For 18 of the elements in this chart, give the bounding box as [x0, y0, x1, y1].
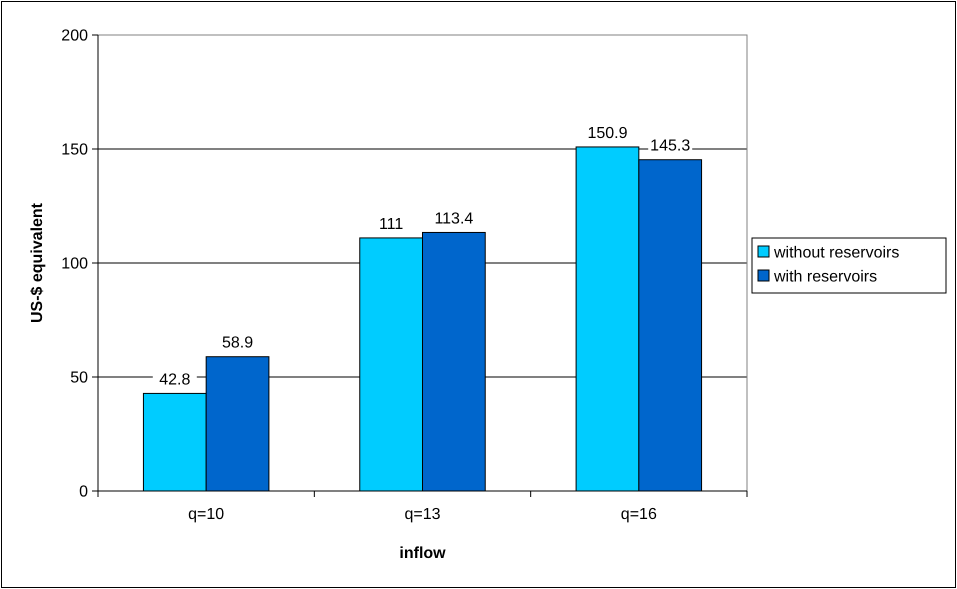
y-axis-title: US-$ equivalent — [29, 202, 46, 324]
data-label: 113.4 — [434, 210, 474, 228]
y-tick-label: 200 — [61, 28, 88, 45]
y-tick-label: 150 — [61, 142, 88, 159]
data-label: 42.8 — [159, 371, 190, 388]
x-axis-title: inflow — [399, 545, 446, 562]
y-tick-label: 0 — [79, 484, 88, 501]
x-tick-label: q=10 — [188, 506, 224, 523]
x-tick-label: q=16 — [620, 506, 657, 523]
y-tick-label: 50 — [70, 370, 88, 387]
data-label: 58.9 — [222, 334, 254, 352]
data-label: 145.3 — [650, 138, 690, 155]
legend-label: without reservoirs — [773, 244, 900, 262]
data-label: 111 — [378, 216, 404, 233]
x-tick-label: q=13 — [404, 506, 441, 523]
legend-label: with reservoirs — [773, 268, 878, 286]
y-tick-label: 100 — [61, 256, 88, 273]
data-label: 150.9 — [587, 124, 628, 142]
